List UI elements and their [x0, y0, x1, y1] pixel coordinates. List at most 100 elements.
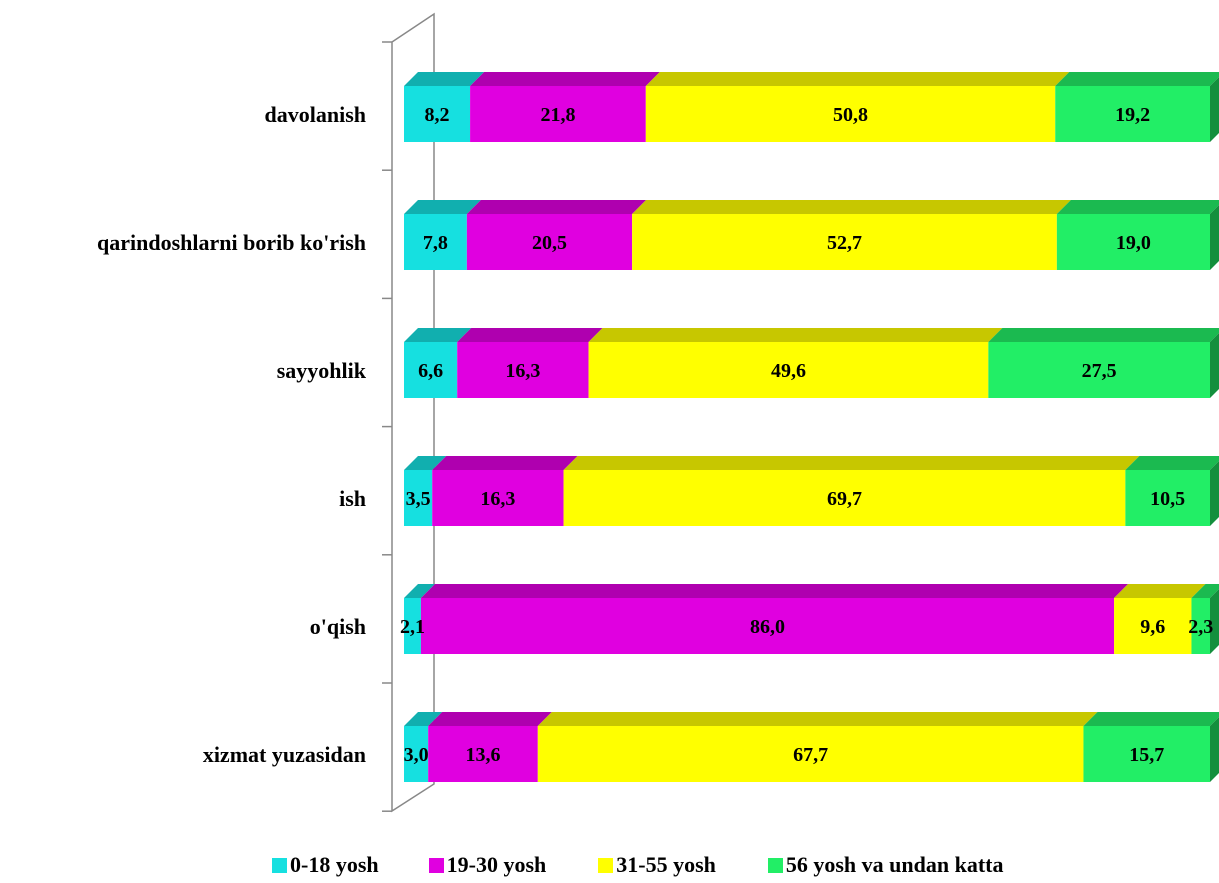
bar-segment	[1083, 726, 1210, 782]
legend-item: 56 yosh va undan katta	[767, 852, 1004, 878]
legend-label: 56 yosh va undan katta	[785, 852, 1004, 877]
data-label: 6,6	[418, 360, 443, 382]
data-label: 3,5	[406, 488, 431, 510]
bar-top-face	[1055, 72, 1219, 86]
bar-top-face	[563, 456, 1140, 470]
bar-segment	[632, 214, 1057, 270]
legend: 0-18 yosh 19-30 yosh 31-55 yosh 56 yosh va …	[272, 852, 1004, 878]
bar-top-face	[1083, 712, 1219, 726]
bar-segment	[645, 86, 1056, 142]
data-label: 9,6	[1140, 616, 1165, 638]
bar-top-face	[1125, 456, 1219, 470]
category-axis	[382, 12, 435, 813]
bar-segment	[404, 470, 433, 526]
data-label: 67,7	[793, 744, 828, 766]
bar-segment	[404, 598, 421, 654]
bar-segment	[1125, 470, 1210, 526]
data-label: 15,7	[1129, 744, 1164, 766]
bar-segment	[432, 470, 564, 526]
bar-top-face	[420, 584, 1129, 598]
category-label: davolanish	[265, 102, 367, 127]
bar-top-face	[404, 584, 435, 598]
bar-segment	[404, 214, 467, 270]
bar-top-face	[588, 328, 1003, 342]
legend-label: 31-55 yosh	[616, 852, 716, 877]
legend-item: 31-55 yosh	[598, 852, 716, 878]
category-label: o'qish	[310, 614, 366, 639]
bar-top-face	[632, 200, 1071, 214]
data-label: 8,2	[425, 104, 450, 126]
legend-swatch	[767, 857, 783, 873]
bar-segment	[563, 470, 1126, 526]
bar-segment	[428, 726, 538, 782]
legend-item: 0-18 yosh	[272, 852, 379, 878]
legend-label: 0-18 yosh	[290, 852, 379, 877]
data-label: 16,3	[480, 488, 515, 510]
category-labels: davolanish qarindoshlarni borib ko'rish sa…	[97, 102, 367, 767]
data-label: 7,8	[423, 232, 448, 254]
data-label: 69,7	[827, 488, 862, 510]
bar-segment	[1191, 598, 1210, 654]
data-label: 21,8	[540, 104, 575, 126]
bar-segment	[470, 86, 646, 142]
bar-segment	[988, 342, 1210, 398]
bar-segment	[404, 726, 429, 782]
bar-top-face	[457, 328, 603, 342]
bar-side-face	[1210, 77, 1219, 142]
bar-side-face	[1210, 461, 1219, 526]
data-label: 10,5	[1150, 488, 1185, 510]
category-label: xizmat yuzasidan	[203, 742, 366, 767]
bar-side-face	[1210, 333, 1219, 398]
bar-top-face	[428, 712, 552, 726]
bar-top-face	[470, 72, 660, 86]
bar-segment	[1056, 214, 1210, 270]
bar-top-face	[432, 456, 578, 470]
bar-top-face	[404, 72, 485, 86]
data-label: 49,6	[771, 360, 806, 382]
data-label: 20,5	[532, 232, 567, 254]
category-label: qarindoshlarni borib ko'rish	[97, 230, 366, 255]
bars	[404, 72, 1219, 782]
bar-top-face	[537, 712, 1098, 726]
bar-top-face	[988, 328, 1219, 342]
bar-top-face	[1191, 584, 1219, 598]
data-labels: 8,2 21,8 50,8 19,2 7,8 20,5 52,7 19,0 6,6 16,3 49,…	[400, 104, 1213, 766]
legend-swatch	[428, 857, 444, 873]
data-label: 16,3	[505, 360, 540, 382]
category-label: sayyohlik	[277, 358, 367, 383]
bar-top-face	[404, 200, 481, 214]
bar-side-face	[1210, 717, 1219, 782]
bar-side-face	[1210, 589, 1219, 654]
category-label: ish	[339, 486, 366, 511]
bar-top-face	[404, 328, 472, 342]
data-label: 13,6	[465, 744, 500, 766]
bar-top-face	[466, 200, 647, 214]
bar-top-face	[1056, 200, 1219, 214]
bar-segment	[466, 214, 633, 270]
legend-item: 19-30 yosh	[428, 852, 547, 878]
data-label: 19,2	[1115, 104, 1150, 126]
data-label: 2,1	[400, 616, 425, 638]
data-label: 50,8	[833, 104, 868, 126]
data-label: 27,5	[1082, 360, 1117, 382]
legend-label: 19-30 yosh	[446, 852, 547, 877]
bar-segment	[537, 726, 1084, 782]
bar-segment	[404, 342, 458, 398]
data-label: 19,0	[1116, 232, 1151, 254]
bar-segment	[1055, 86, 1210, 142]
bar-segment	[420, 598, 1115, 654]
bar-side-face	[1210, 205, 1219, 270]
legend-swatch	[272, 857, 287, 873]
data-label: 2,3	[1188, 616, 1213, 638]
bar-segment	[1114, 598, 1192, 654]
bar-top-face	[1114, 584, 1206, 598]
bar-segment	[404, 86, 471, 142]
data-label: 3,0	[404, 744, 429, 766]
bar-segment	[457, 342, 589, 398]
legend-swatch	[598, 857, 614, 873]
data-label: 52,7	[827, 232, 862, 254]
bar-segment	[588, 342, 989, 398]
data-label: 86,0	[750, 616, 785, 638]
bar-top-face	[404, 456, 447, 470]
